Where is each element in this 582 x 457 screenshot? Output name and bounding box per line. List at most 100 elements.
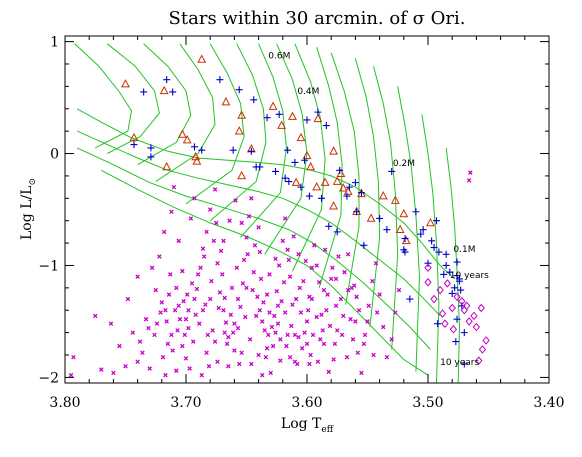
cross-point-151 [330, 265, 335, 270]
data-points-layer [68, 54, 490, 378]
isochrone-line-2 [76, 130, 441, 317]
plus-point-27 [305, 192, 313, 200]
cross-point-236 [267, 310, 272, 315]
plus-point-30 [376, 214, 384, 222]
cross-point-8 [135, 359, 140, 364]
cross-point-112 [266, 332, 271, 338]
cross-point-31 [224, 341, 230, 347]
cross-point-60 [304, 319, 310, 324]
cross-point-10 [147, 366, 152, 371]
cross-point-25 [212, 187, 218, 192]
cross-point-211 [257, 307, 263, 313]
diamond-point-1 [443, 279, 452, 288]
cross-point-152 [333, 303, 339, 309]
diamond-point-4 [460, 305, 468, 315]
cross-point-93 [176, 238, 181, 244]
cross-point-14 [164, 319, 169, 324]
plus-point-56 [460, 329, 468, 337]
cross-point-127 [203, 302, 208, 307]
cross-point-5 [68, 372, 74, 378]
cross-point-24 [207, 207, 213, 212]
plus-point-5 [235, 86, 243, 94]
triangle-point-20 [162, 161, 172, 171]
cross-point-220 [345, 287, 351, 293]
cross-point-203 [176, 303, 181, 309]
plus-point-52 [360, 241, 368, 249]
triangle-point-3 [159, 85, 169, 95]
cross-point-136 [255, 294, 260, 300]
cross-point-81 [377, 292, 382, 297]
cross-point-192 [273, 330, 278, 335]
cross-point-100 [92, 313, 98, 319]
triangle-point-39 [332, 176, 342, 185]
cross-point-174 [289, 323, 294, 329]
plus-point-26 [297, 183, 305, 191]
cross-point-36 [240, 281, 246, 286]
diamond-point-19 [441, 319, 449, 328]
plus-point-6 [250, 96, 258, 104]
diamond-point-15 [458, 297, 466, 306]
plus-point-40 [451, 284, 459, 292]
cross-point-12 [143, 316, 149, 322]
cross-point-79 [370, 278, 375, 284]
cross-point-17 [183, 356, 189, 361]
cross-point-92 [171, 184, 177, 190]
cross-point-119 [336, 254, 341, 259]
cross-point-27 [218, 248, 224, 254]
cross-point-9 [140, 350, 145, 356]
cross-point-51 [276, 263, 282, 268]
plus-point-35 [432, 217, 440, 225]
plus-point-23 [272, 167, 280, 175]
cross-point-182 [170, 348, 175, 353]
cross-point-176 [302, 330, 307, 335]
cross-point-168 [236, 361, 242, 367]
cross-point-183 [181, 299, 186, 304]
cross-point-4 [71, 354, 76, 360]
cross-point-105 [204, 350, 209, 356]
triangle-point-4 [221, 96, 231, 106]
cross-point-91 [169, 209, 174, 214]
cross-point-223 [146, 325, 151, 331]
cross-point-239 [296, 334, 301, 340]
cross-point-87 [149, 265, 155, 270]
cross-point-77 [362, 332, 368, 338]
cross-point-190 [243, 314, 248, 320]
diamond-point-17 [477, 303, 485, 313]
cross-point-21 [198, 265, 203, 270]
cross-point-164 [201, 254, 207, 259]
cross-point-19 [186, 307, 191, 313]
plus-point-1 [163, 76, 171, 84]
cross-point-62 [309, 265, 315, 270]
cross-point-97 [135, 274, 140, 279]
cross-point-85 [393, 310, 398, 315]
plus-point-38 [442, 261, 450, 269]
plus-point-60 [453, 272, 461, 280]
plus-point-53 [333, 228, 341, 236]
isochrone-line-4 [101, 169, 429, 376]
cross-point-66 [321, 341, 327, 347]
cross-point-171 [267, 272, 272, 277]
cross-point-202 [166, 292, 172, 297]
plus-point-28 [318, 194, 326, 202]
isochrones-layer [76, 108, 455, 376]
plus-point-34 [419, 226, 427, 234]
plus-point-19 [284, 146, 292, 154]
plus-point-16 [147, 153, 155, 161]
triangle-point-26 [338, 183, 348, 192]
triangle-point-17 [302, 150, 312, 160]
cross-point-217 [314, 314, 319, 320]
cross-point-54 [285, 247, 290, 253]
cross-point-214 [285, 332, 290, 338]
triangle-point-34 [366, 213, 376, 222]
cross-point-131 [227, 218, 232, 223]
y-tick-label-4: −2 [38, 370, 59, 386]
triangle-point-10 [129, 132, 139, 142]
cross-point-132 [233, 198, 238, 203]
cross-point-2 [468, 170, 473, 175]
cross-point-162 [184, 292, 190, 297]
x-tick-label-5: 3.40 [533, 395, 564, 411]
diamond-point-7 [482, 336, 490, 345]
cross-point-219 [333, 276, 339, 282]
cross-point-186 [206, 363, 212, 369]
triangle-point-13 [234, 126, 244, 135]
